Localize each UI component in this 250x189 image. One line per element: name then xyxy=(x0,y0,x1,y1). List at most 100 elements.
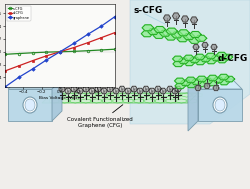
Polygon shape xyxy=(217,57,227,63)
graphene xyxy=(45,59,48,61)
Polygon shape xyxy=(204,83,210,89)
d-CFG xyxy=(114,31,116,34)
d-CFG xyxy=(72,46,75,49)
Polygon shape xyxy=(202,42,208,48)
Polygon shape xyxy=(202,78,213,84)
Polygon shape xyxy=(131,86,137,92)
d-CFG xyxy=(4,70,6,72)
Polygon shape xyxy=(211,44,217,50)
Polygon shape xyxy=(195,35,207,41)
Polygon shape xyxy=(193,44,199,50)
Ellipse shape xyxy=(23,97,37,113)
Polygon shape xyxy=(107,86,113,92)
Polygon shape xyxy=(172,56,183,62)
Polygon shape xyxy=(182,16,188,22)
Polygon shape xyxy=(167,86,173,92)
graphene xyxy=(58,51,61,53)
Polygon shape xyxy=(175,83,186,89)
Polygon shape xyxy=(160,30,171,36)
Polygon shape xyxy=(196,76,207,82)
graphene xyxy=(17,76,20,78)
Polygon shape xyxy=(164,15,170,21)
Polygon shape xyxy=(218,74,229,80)
s-CFG xyxy=(114,48,116,50)
d-CFG xyxy=(58,51,61,53)
Polygon shape xyxy=(190,17,198,23)
Polygon shape xyxy=(184,60,194,66)
Text: d-CFG: d-CFG xyxy=(218,54,248,63)
Polygon shape xyxy=(213,85,219,91)
Polygon shape xyxy=(59,86,65,92)
Line: d-CFG: d-CFG xyxy=(4,31,116,72)
Polygon shape xyxy=(142,25,154,31)
Polygon shape xyxy=(153,33,165,38)
s-CFG xyxy=(72,50,75,53)
Text: Graphene: Graphene xyxy=(6,64,50,86)
Polygon shape xyxy=(211,55,222,61)
Polygon shape xyxy=(83,86,89,92)
d-CFG xyxy=(86,42,89,44)
Polygon shape xyxy=(160,88,166,94)
Polygon shape xyxy=(213,77,224,83)
Polygon shape xyxy=(113,88,119,94)
Polygon shape xyxy=(195,85,201,91)
Polygon shape xyxy=(186,82,196,88)
Polygon shape xyxy=(206,58,216,64)
Polygon shape xyxy=(71,86,77,92)
Polygon shape xyxy=(178,30,189,36)
Polygon shape xyxy=(189,57,200,63)
Polygon shape xyxy=(172,13,180,19)
Polygon shape xyxy=(137,88,143,94)
Polygon shape xyxy=(224,76,235,82)
Polygon shape xyxy=(141,31,153,37)
d-CFG xyxy=(17,65,20,67)
Polygon shape xyxy=(52,79,62,121)
d-CFG xyxy=(45,55,48,57)
Polygon shape xyxy=(208,75,218,81)
Polygon shape xyxy=(77,88,83,94)
s-CFG xyxy=(58,51,61,53)
Polygon shape xyxy=(197,81,207,87)
Legend: s-CFG, d-CFG, graphene: s-CFG, d-CFG, graphene xyxy=(7,5,31,21)
graphene xyxy=(100,25,103,27)
Polygon shape xyxy=(174,78,185,84)
Text: Covalent Functionalized
Graphene (CFG): Covalent Functionalized Graphene (CFG) xyxy=(67,105,133,128)
Text: s-CFG: s-CFG xyxy=(133,6,162,15)
Polygon shape xyxy=(130,0,250,124)
graphene xyxy=(4,86,6,88)
Polygon shape xyxy=(175,86,181,92)
Polygon shape xyxy=(186,77,196,83)
graphene xyxy=(72,42,75,45)
Polygon shape xyxy=(200,56,211,62)
Polygon shape xyxy=(190,32,201,37)
s-CFG xyxy=(45,51,48,53)
Polygon shape xyxy=(125,88,131,94)
s-CFG xyxy=(31,52,34,54)
s-CFG xyxy=(4,53,6,55)
X-axis label: Bias Voltage (Volts): Bias Voltage (Volts) xyxy=(39,95,81,100)
Polygon shape xyxy=(165,34,176,40)
Polygon shape xyxy=(42,93,198,103)
Polygon shape xyxy=(195,59,205,65)
Polygon shape xyxy=(143,86,149,92)
Polygon shape xyxy=(173,61,184,67)
Polygon shape xyxy=(8,89,52,121)
Polygon shape xyxy=(172,32,183,38)
Polygon shape xyxy=(216,52,227,58)
Polygon shape xyxy=(194,54,205,60)
Polygon shape xyxy=(206,53,216,59)
graphene xyxy=(31,68,34,70)
Polygon shape xyxy=(222,54,233,60)
Polygon shape xyxy=(8,79,62,89)
Polygon shape xyxy=(189,37,200,43)
Ellipse shape xyxy=(25,99,35,111)
Polygon shape xyxy=(188,79,242,89)
Polygon shape xyxy=(219,79,229,85)
s-CFG xyxy=(100,49,103,51)
Polygon shape xyxy=(148,29,159,35)
s-CFG xyxy=(86,50,89,52)
Polygon shape xyxy=(198,89,242,121)
s-CFG xyxy=(17,52,20,55)
Polygon shape xyxy=(172,88,178,94)
d-CFG xyxy=(100,36,103,39)
